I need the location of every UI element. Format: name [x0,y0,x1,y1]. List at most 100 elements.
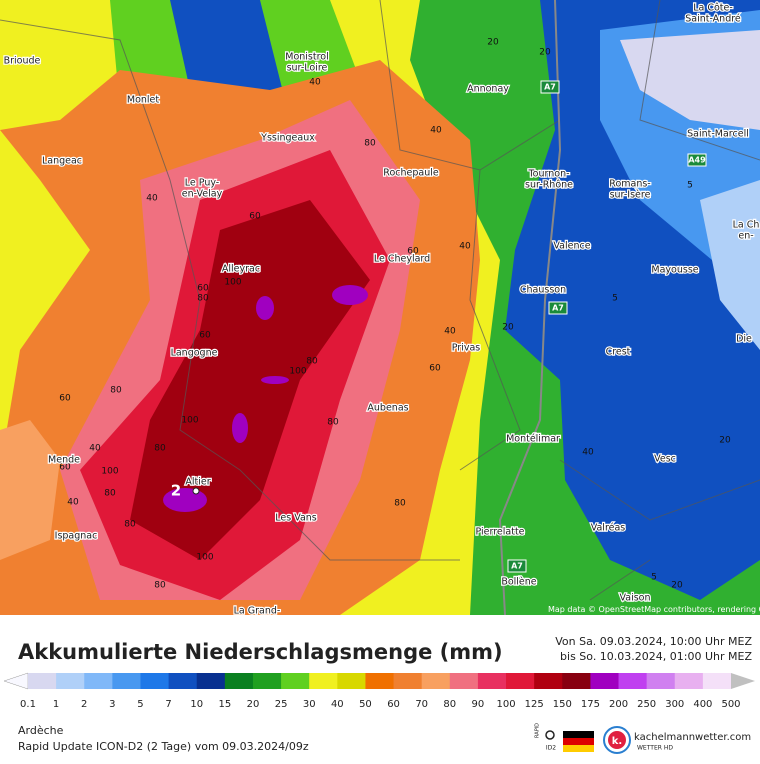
contour-label: 20 [719,436,731,446]
scale-label: 175 [581,699,600,710]
contour-label: 80 [104,489,116,499]
logo-letter[interactable]: k. [612,736,622,747]
contour-label: 5 [612,294,618,304]
period-from: Von Sa. 09.03.2024, 10:00 Uhr MEZ [555,635,752,648]
area [261,376,289,384]
scale-label: 3 [109,699,115,710]
road-shield [540,80,560,94]
scale-box [28,673,57,689]
scale-label: 7 [165,699,171,710]
place-label: Monlet [127,95,160,106]
badge: RAPID [535,723,541,738]
area [256,296,274,320]
place-label: Crest [606,347,631,358]
place-label: Saint-Marcell [687,129,749,140]
road-shield [548,301,568,315]
scale-label: 70 [415,699,428,710]
scale-box [56,673,85,689]
place-label: Chausson [520,285,566,296]
contour-label: 40 [146,194,158,204]
contour-label: 100 [224,278,241,288]
scale-label: 2 [81,699,87,710]
contour-label: 100 [181,416,198,426]
scale-box [224,673,254,689]
scale-box [393,673,423,689]
scale-label: 60 [387,699,400,710]
scale-box [365,673,395,689]
place-label: Alleyrac [222,264,260,275]
scale-box [84,673,113,689]
brand[interactable]: kachelmannwetter.com [634,732,751,743]
area [232,413,248,443]
road-label: A49 [688,156,706,165]
boundary [0,0,760,601]
place-label: Vaison [619,593,650,604]
place-label: Le Cheylard [374,254,430,265]
scale-label: 90 [472,699,485,710]
road-shield [507,559,527,573]
legend-title: Akkumulierte Niederschlagsmenge (mm) [18,640,503,664]
model-run: Rapid Update ICON-D2 (2 Tage) vom 09.03.… [18,740,309,753]
contour-label: 60 [249,212,261,222]
scale-box [309,673,338,689]
scale-label: 80 [443,699,456,710]
place-label: La Grand- [234,606,281,617]
scale-label: 0.1 [20,699,36,710]
map: Map data © OpenStreetMap contributors, r… [0,0,760,618]
place-dot [192,487,200,495]
contour-label: 40 [89,444,101,454]
contour-label: 20 [539,48,551,58]
scale-label: 10 [190,699,203,710]
contour-label: 5 [687,181,693,191]
road-label: A7 [552,304,564,313]
scale-box [590,673,620,689]
place-label: sur-Rhône [525,180,573,191]
scale-label: 100 [496,699,515,710]
scale-label: 250 [637,699,656,710]
place-label: Rochepaule [383,168,439,179]
scale-label: 300 [665,699,684,710]
scale-label: 400 [693,699,712,710]
area [163,488,207,512]
scale-box [168,673,198,689]
contour-label: 40 [444,327,456,337]
contour-label: 60 [197,284,209,294]
place-label: sur-Loire [287,63,328,74]
contour-label: 40 [459,242,471,252]
place-label: Le Puy- [185,178,219,189]
scale-label: 15 [218,699,231,710]
contour-label: 80 [327,418,339,428]
place-label: Langogne [171,348,218,359]
logo[interactable] [608,731,626,749]
scale-box [702,673,732,689]
place-label: Mende [48,455,80,466]
scale-label: 5 [137,699,143,710]
contour-label: 20 [671,581,683,591]
icon [545,730,555,740]
place-label: Mayousse [651,265,698,276]
place-label: Aubenas [367,403,408,414]
place-label: Tournon- [527,169,569,180]
scale-box [252,673,282,689]
contour-label: 80 [197,294,209,304]
contour-label: 60 [429,364,441,374]
contour-label: 20 [487,38,499,48]
place-label: Annonay [467,84,509,95]
place-label: La Côte- [693,3,733,14]
period-to: bis So. 10.03.2024, 01:00 Uhr MEZ [560,650,752,663]
area [130,200,370,560]
place-label: Langeac [42,156,82,167]
place-label: Pierrelatte [475,527,524,538]
area [700,180,760,350]
place-label: Die [736,334,752,345]
place-label: Romans- [609,179,650,190]
badge: ID2 [546,745,556,752]
place-label: Monistrol [285,52,329,63]
contour-label: 20 [502,323,514,333]
road-label: A7 [544,83,556,92]
contour-label: 80 [124,520,136,530]
area [620,30,760,130]
area [332,285,368,305]
scale-box [646,673,676,689]
